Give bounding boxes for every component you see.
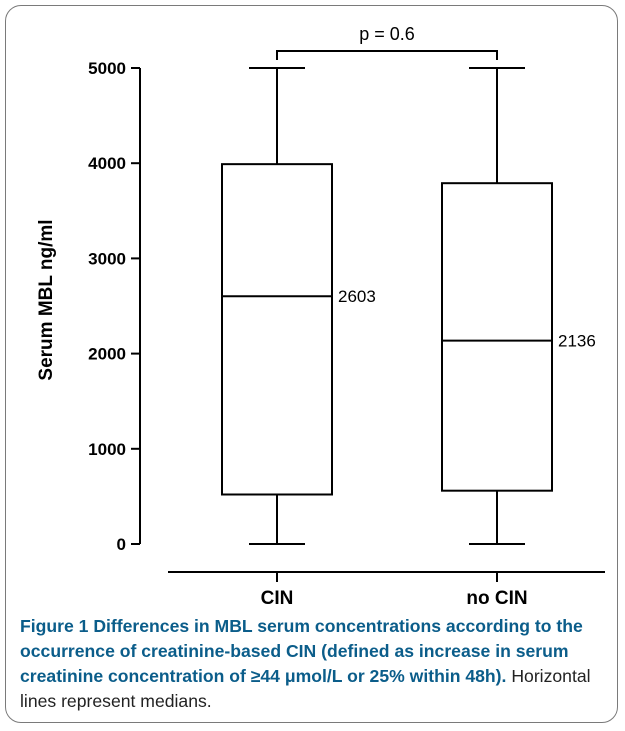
iqr-box-1 [441,182,553,492]
y-tick-label-5: 5000 [88,59,126,78]
figure-frame [5,5,618,723]
significance-annotation: p = 0.6 [276,24,498,60]
box-0: 2603 [221,67,376,545]
box-1: 2136 [441,67,596,545]
median-label-1: 2136 [558,332,596,351]
x-tick-label-0: CIN [261,588,294,609]
iqr-box-0 [221,163,333,496]
y-tick-label-1: 1000 [88,440,126,459]
p-value-label: p = 0.6 [359,24,415,44]
significance-bracket [276,50,498,60]
caption-title: Figure 1 Differences in MBL serum concen… [20,616,583,686]
x-tick-label-1: no CIN [466,588,527,609]
y-tick-label-4: 4000 [88,154,126,173]
x-axis: CIN no CIN [168,571,605,609]
median-label-0: 2603 [338,287,376,306]
y-tick-label-2: 2000 [88,345,126,364]
y-tick-label-3: 3000 [88,249,126,268]
y-axis: 0 1000 2000 3000 4000 5000 [88,59,141,554]
boxes: 2603 2136 [221,67,596,545]
box-plot-chart: 0 1000 2000 3000 4000 5000 CIN no CIN 2603 2136… [36,24,605,609]
y-axis-label: Serum MBL ng/ml [36,219,57,380]
figure-caption: Figure 1 Differences in MBL serum concen… [20,614,610,714]
y-tick-label-0: 0 [117,535,126,554]
caption-note: Horizontal lines represent medians. [20,666,591,711]
